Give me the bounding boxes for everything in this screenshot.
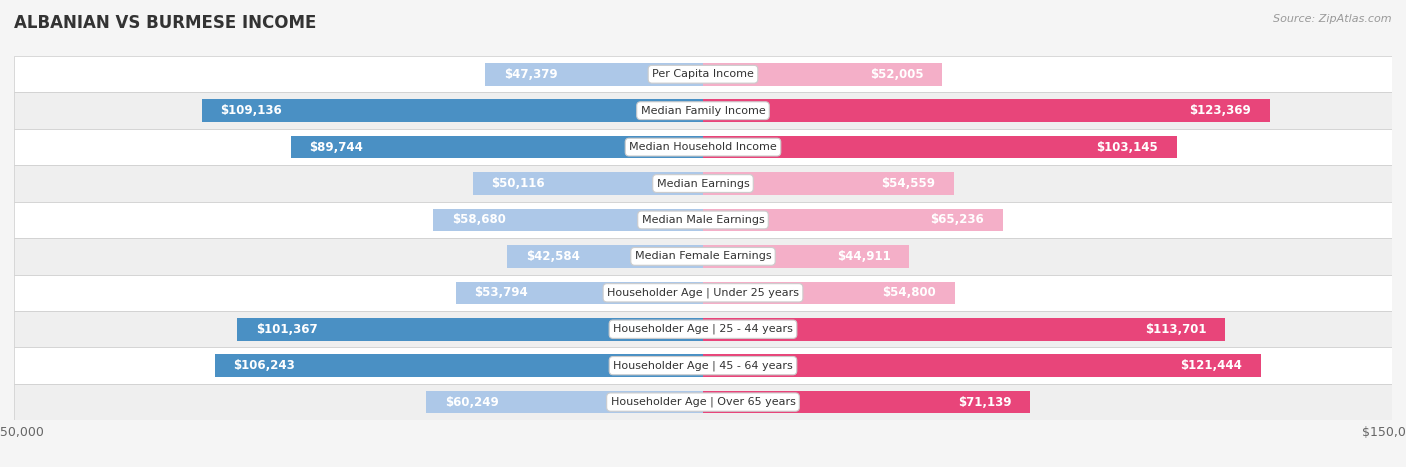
Text: $123,369: $123,369: [1189, 104, 1251, 117]
Bar: [14, 311, 1392, 347]
Text: ALBANIAN VS BURMESE INCOME: ALBANIAN VS BURMESE INCOME: [14, 14, 316, 32]
Bar: [703, 63, 942, 85]
Bar: [703, 282, 955, 304]
Text: $89,744: $89,744: [309, 141, 363, 154]
Bar: [14, 238, 1392, 275]
Text: $103,145: $103,145: [1097, 141, 1159, 154]
Bar: [215, 354, 703, 377]
Text: $53,794: $53,794: [474, 286, 529, 299]
Bar: [14, 56, 1392, 92]
Text: Householder Age | Over 65 years: Householder Age | Over 65 years: [610, 397, 796, 407]
Text: $47,379: $47,379: [503, 68, 557, 81]
Text: $106,243: $106,243: [233, 359, 295, 372]
Bar: [485, 63, 703, 85]
Bar: [456, 282, 703, 304]
Text: Householder Age | 45 - 64 years: Householder Age | 45 - 64 years: [613, 361, 793, 371]
Text: Median Male Earnings: Median Male Earnings: [641, 215, 765, 225]
Bar: [14, 384, 1392, 420]
Text: Median Family Income: Median Family Income: [641, 106, 765, 116]
Bar: [433, 209, 703, 231]
Bar: [14, 275, 1392, 311]
Bar: [703, 209, 1002, 231]
Bar: [703, 318, 1225, 340]
Text: Householder Age | Under 25 years: Householder Age | Under 25 years: [607, 288, 799, 298]
Text: $42,584: $42,584: [526, 250, 579, 263]
Text: $54,800: $54,800: [883, 286, 936, 299]
Text: Median Household Income: Median Household Income: [628, 142, 778, 152]
Text: $101,367: $101,367: [256, 323, 318, 336]
Bar: [703, 354, 1261, 377]
Text: $54,559: $54,559: [882, 177, 935, 190]
Bar: [14, 129, 1392, 165]
Text: $109,136: $109,136: [221, 104, 281, 117]
Text: Median Earnings: Median Earnings: [657, 178, 749, 189]
Bar: [14, 92, 1392, 129]
Text: Source: ZipAtlas.com: Source: ZipAtlas.com: [1274, 14, 1392, 24]
Bar: [426, 391, 703, 413]
Bar: [201, 99, 703, 122]
Text: $113,701: $113,701: [1146, 323, 1206, 336]
Text: Median Female Earnings: Median Female Earnings: [634, 251, 772, 262]
Bar: [238, 318, 703, 340]
Bar: [472, 172, 703, 195]
Bar: [14, 347, 1392, 384]
Bar: [703, 245, 910, 268]
Bar: [291, 136, 703, 158]
Bar: [703, 172, 953, 195]
Bar: [703, 99, 1270, 122]
Text: Householder Age | 25 - 44 years: Householder Age | 25 - 44 years: [613, 324, 793, 334]
Bar: [14, 202, 1392, 238]
Text: $60,249: $60,249: [444, 396, 498, 409]
Text: $52,005: $52,005: [870, 68, 924, 81]
Bar: [703, 136, 1177, 158]
Bar: [508, 245, 703, 268]
Text: $58,680: $58,680: [451, 213, 506, 226]
Text: $44,911: $44,911: [837, 250, 891, 263]
Text: $50,116: $50,116: [491, 177, 544, 190]
Text: $65,236: $65,236: [931, 213, 984, 226]
Text: $71,139: $71,139: [957, 396, 1011, 409]
Bar: [14, 165, 1392, 202]
Bar: [703, 391, 1029, 413]
Text: Per Capita Income: Per Capita Income: [652, 69, 754, 79]
Text: $121,444: $121,444: [1181, 359, 1243, 372]
